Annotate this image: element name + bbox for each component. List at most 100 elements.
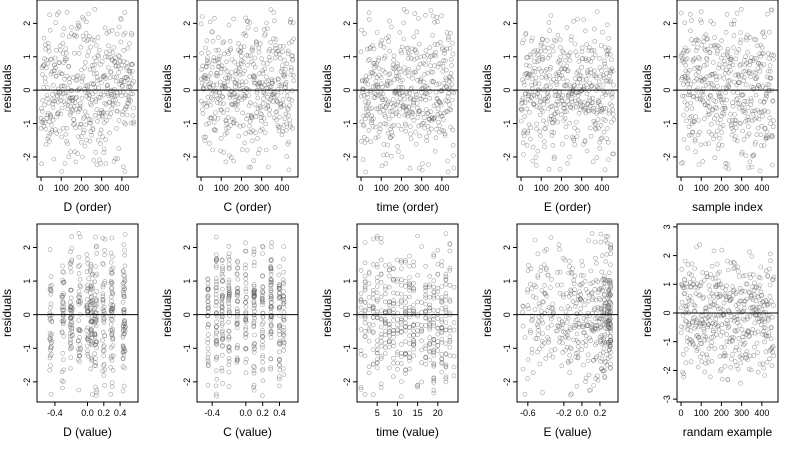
data-point [600,73,606,78]
data-point [425,110,430,116]
data-point [715,120,721,126]
data-point [226,337,231,342]
data-point [714,105,720,111]
data-point [43,42,48,47]
data-point [224,121,229,126]
data-point [447,345,453,350]
data-point [546,20,552,25]
data-point [88,338,94,344]
data-point [573,317,578,323]
data-point [770,134,775,140]
data-point [382,286,388,292]
data-point [258,115,264,120]
data-point [56,9,62,15]
data-point [284,93,290,99]
data-point [389,24,394,30]
data-point [93,264,98,269]
data-point [273,51,279,56]
data-point [549,129,555,135]
data-point [442,51,447,56]
x-tick-label: 0.4 [114,408,127,418]
data-point [767,115,773,121]
data-point [692,137,698,142]
data-point [596,98,601,103]
data-point [251,343,256,349]
data-point [602,61,607,67]
data-point [220,264,225,269]
data-point [679,52,685,57]
data-point [280,330,286,336]
data-point [214,376,220,382]
data-point [711,248,717,254]
data-point [78,44,84,50]
data-point [567,345,573,351]
data-point [606,293,612,299]
data-point [122,120,127,125]
data-point [443,297,449,303]
data-point [451,153,456,158]
data-point [450,127,456,133]
data-point [58,111,64,117]
data-point [374,314,380,320]
data-point [122,232,128,237]
data-point [101,316,107,322]
data-point [237,72,243,77]
data-point [225,79,231,84]
data-point [240,110,245,116]
data-point [228,123,233,128]
data-point [689,106,695,111]
data-point [109,357,115,363]
data-point [69,345,74,351]
data-point [766,56,772,61]
data-point [605,140,611,145]
data-point [77,277,83,282]
data-point [114,126,119,131]
data-point [559,282,564,288]
data-point [411,338,416,343]
data-point [524,71,530,76]
data-point [761,303,767,308]
data-point [577,99,583,105]
data-point [580,263,585,268]
data-point [400,85,406,90]
data-point [211,120,217,125]
data-point [378,332,384,337]
data-point [599,305,604,311]
data-point [281,244,287,249]
data-point [370,288,376,293]
data-point [554,99,560,105]
data-point [564,63,570,69]
data-point [688,82,694,87]
data-point [545,335,550,340]
data-point [534,94,540,100]
data-point [268,294,274,299]
data-point [432,115,438,121]
data-point [214,391,219,397]
data-point [226,73,232,78]
data-point [226,328,231,334]
data-point [131,119,137,125]
data-point [59,378,65,384]
data-point [116,24,122,30]
data-point [214,324,219,330]
data-point [386,116,392,122]
data-point [206,73,211,79]
data-point [724,12,730,17]
data-point [556,242,562,247]
data-point [698,142,704,148]
data-point [528,72,534,78]
data-point [445,158,451,164]
data-point [110,50,116,55]
data-point [683,79,689,84]
data-point [758,53,764,59]
y-tick-label: 0 [342,312,352,317]
data-point [366,364,372,370]
data-point [683,360,689,366]
data-point [605,78,611,84]
data-point [116,146,122,151]
data-point [560,350,566,355]
data-point [249,47,255,53]
data-point [391,123,397,128]
data-point [693,114,698,119]
data-point [202,72,208,78]
